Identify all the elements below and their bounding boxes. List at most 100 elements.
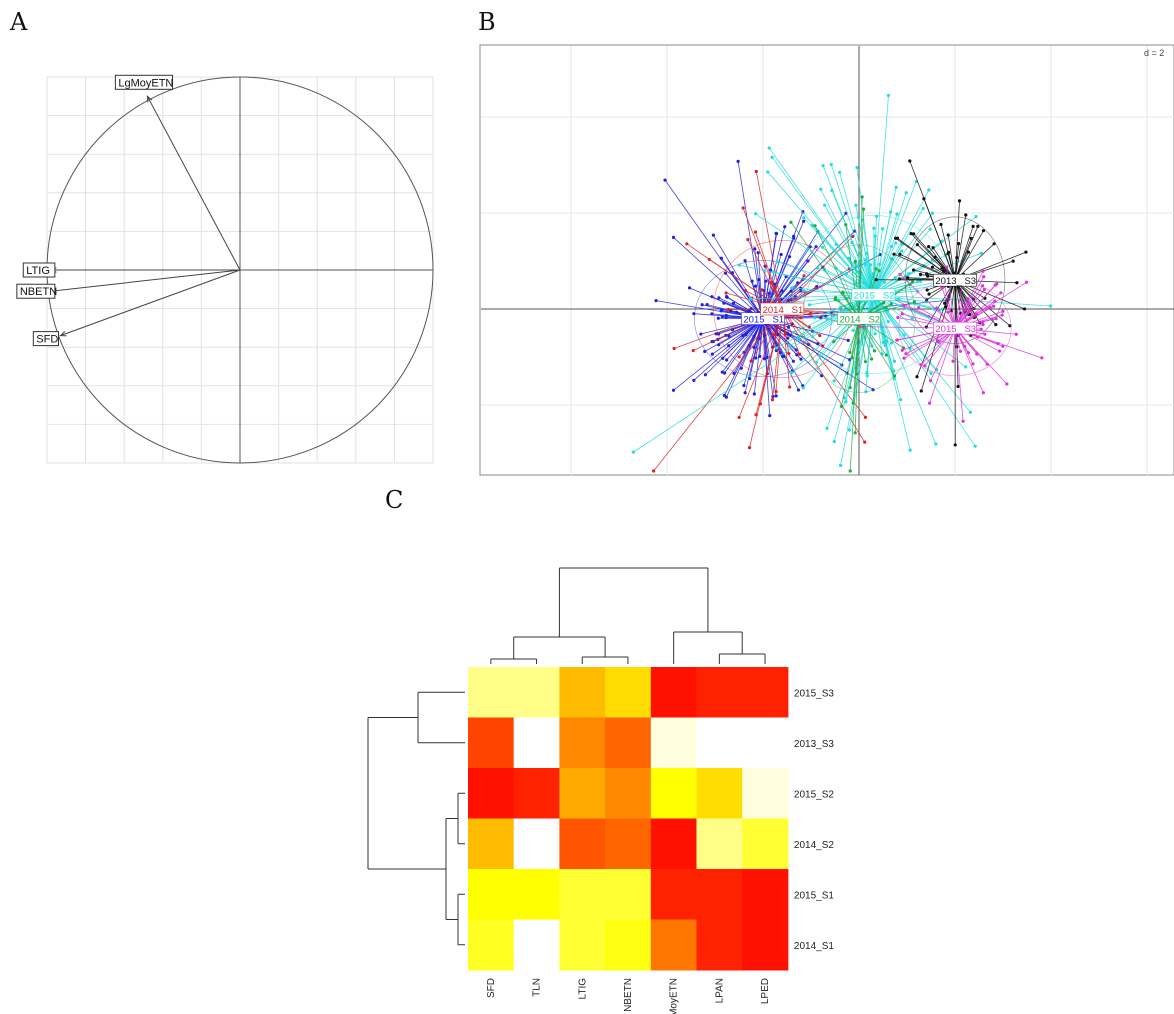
data-point (934, 442, 938, 446)
star-line (633, 294, 874, 453)
heatmap-cell (605, 717, 652, 769)
heatmap-cell (696, 667, 743, 718)
data-point (699, 332, 703, 336)
heatmap-chart: 2015_S3 2013_S3 2015_S2 2014_S2 2015_S1 2014_… (367, 567, 834, 1014)
row-label: 2014_S1 (794, 941, 834, 952)
data-point (844, 400, 848, 404)
data-point (807, 303, 812, 307)
data-point (1014, 332, 1018, 336)
data-point (971, 362, 975, 366)
data-point (927, 244, 931, 249)
data-point (772, 333, 776, 337)
data-point (737, 415, 741, 420)
data-point (710, 312, 714, 316)
data-point (774, 231, 778, 235)
data-point (723, 271, 728, 275)
data-point (832, 439, 836, 444)
star-line (873, 294, 966, 368)
star-line (929, 328, 956, 404)
heatmap-cell (468, 717, 515, 769)
data-point (873, 332, 877, 336)
data-point (833, 296, 838, 300)
column-label: SFD (486, 978, 497, 998)
data-point (1000, 313, 1004, 317)
data-point (940, 239, 944, 243)
heatmap-cell (742, 717, 789, 769)
data-point (900, 249, 904, 253)
data-point (851, 328, 855, 332)
star-line (673, 318, 764, 391)
data-point (813, 316, 817, 320)
data-point (789, 220, 793, 224)
data-point (654, 299, 658, 303)
data-point (930, 265, 935, 269)
star-line (713, 234, 764, 319)
data-point (912, 232, 916, 236)
data-point (823, 203, 827, 207)
data-point (671, 235, 676, 240)
data-point (801, 386, 805, 390)
star-line (822, 246, 874, 295)
data-point (853, 431, 857, 435)
star-line (873, 228, 883, 295)
data-point (858, 325, 862, 329)
data-point (939, 222, 943, 227)
heatmap-cell (696, 768, 743, 819)
data-point (965, 297, 970, 301)
data-point (909, 232, 913, 236)
data-point (985, 362, 989, 366)
data-point (935, 306, 939, 310)
data-point (889, 302, 893, 306)
heatmap-cell (650, 717, 697, 769)
data-point (904, 191, 908, 195)
group-label: 2015_ S3 (933, 321, 977, 335)
group-label-box (837, 312, 881, 325)
row-label: 2015_S3 (794, 688, 834, 699)
star-line (762, 318, 822, 376)
data-point (922, 197, 926, 201)
data-point (927, 292, 931, 296)
data-point (783, 225, 787, 229)
data-point (848, 350, 852, 354)
data-point (700, 303, 704, 307)
data-point (758, 402, 762, 406)
data-point (754, 413, 758, 417)
data-point (746, 237, 750, 242)
data-point (915, 243, 919, 247)
group-label-text: 2013_ S3 (935, 276, 976, 287)
data-point (886, 93, 891, 97)
data-point (910, 317, 914, 321)
data-point (976, 224, 980, 229)
heatmap-cell (468, 768, 515, 819)
heatmap-cell (513, 818, 560, 870)
heatmap-cell (468, 919, 515, 971)
heatmap-cells (468, 667, 789, 971)
data-point (724, 291, 728, 295)
data-point (928, 227, 932, 231)
data-point (923, 364, 927, 368)
data-point (946, 310, 950, 314)
star-line (954, 226, 979, 281)
column-label: LTIG (577, 978, 588, 1000)
star-line (873, 294, 937, 445)
data-point (961, 419, 965, 423)
data-point (797, 352, 802, 356)
data-point (927, 401, 932, 405)
data-point (974, 312, 979, 316)
data-point (844, 271, 848, 276)
data-point (865, 374, 869, 378)
data-point (754, 169, 758, 174)
data-point (816, 342, 820, 346)
data-point (855, 166, 859, 170)
heatmap-cell (650, 768, 697, 819)
star-line (831, 190, 874, 295)
heatmap-cell (559, 818, 606, 870)
data-point (806, 259, 810, 263)
data-point (787, 255, 792, 259)
data-point (899, 398, 903, 402)
data-point (1024, 280, 1029, 284)
data-point (743, 391, 747, 395)
group-label-text: 2014_ S2 (839, 315, 880, 326)
heatmap-cell (513, 919, 560, 971)
data-point (993, 299, 997, 303)
